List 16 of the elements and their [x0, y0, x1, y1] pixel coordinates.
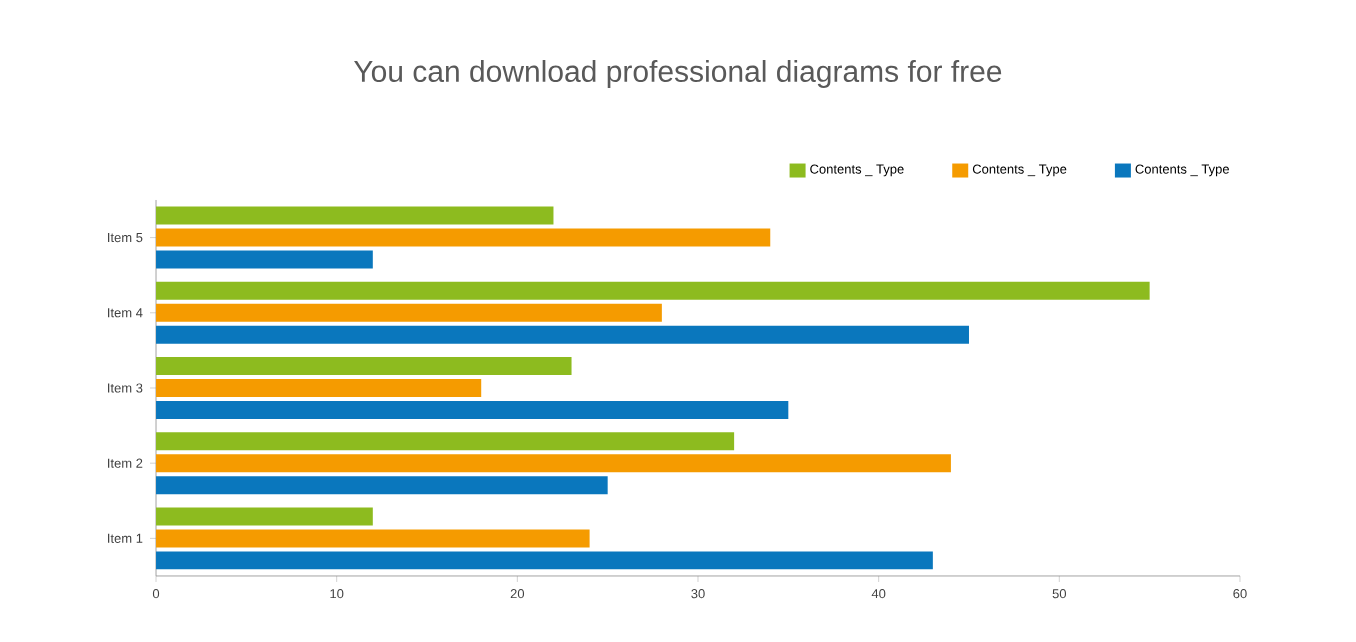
bar: [156, 303, 662, 322]
bar: [156, 476, 608, 495]
bar: [156, 356, 572, 375]
bar: [156, 250, 373, 269]
bar: [156, 206, 554, 225]
bar: [156, 325, 969, 344]
bar: [156, 507, 373, 526]
bar: [156, 400, 789, 419]
bar: [156, 529, 590, 548]
bar: [156, 281, 1150, 300]
bar: [156, 228, 771, 247]
bar: [156, 551, 933, 570]
bar: [156, 432, 735, 451]
chart-title: You can download professional diagrams for free: [354, 60, 1002, 88]
bar: [156, 454, 951, 473]
bar: [156, 378, 482, 397]
